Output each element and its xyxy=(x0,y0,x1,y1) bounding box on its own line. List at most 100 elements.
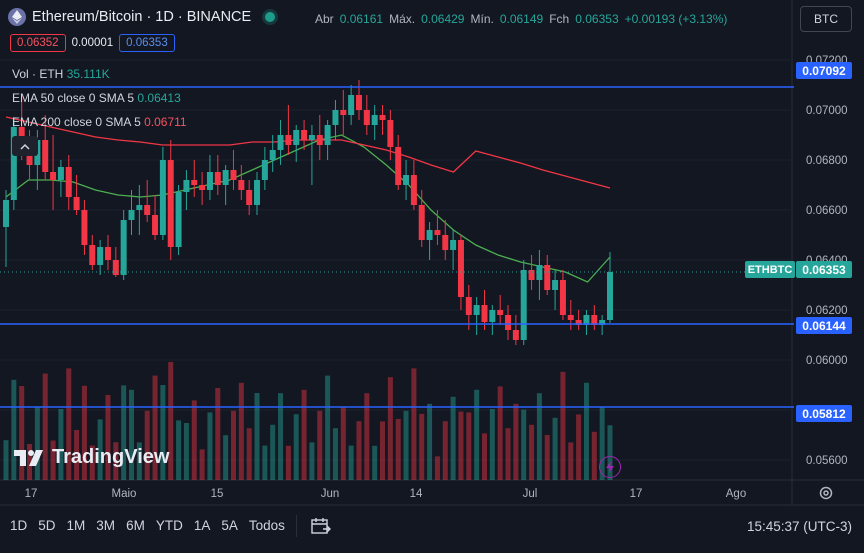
candle-body xyxy=(285,135,292,145)
close-label: Fch xyxy=(549,12,570,26)
lightning-icon[interactable] xyxy=(599,456,621,478)
tradingview-watermark[interactable]: TradingView xyxy=(14,446,169,469)
legend-ema200[interactable]: EMA 200 close 0 SMA 5 0.06711 xyxy=(12,115,187,129)
volume-bar xyxy=(58,409,64,480)
price-line-label-upper[interactable]: 0.07092 xyxy=(796,62,852,79)
volume-bar xyxy=(152,375,158,480)
candle-body xyxy=(301,130,308,140)
candle-body xyxy=(97,247,104,265)
candle-body xyxy=(442,235,449,250)
candle-body xyxy=(167,160,174,247)
candle-body xyxy=(552,280,559,290)
sell-button[interactable]: 0.06352 xyxy=(10,34,66,52)
volume-bar xyxy=(136,442,142,480)
candle-body xyxy=(57,167,64,180)
candle-body xyxy=(238,180,245,190)
high-value: 0.06429 xyxy=(421,12,465,26)
volume-bar xyxy=(364,393,370,480)
timeframe-bar: 1D 5D 1M 3M 6M YTD 1A 5A Todos xyxy=(10,518,285,533)
timeframe-3m[interactable]: 3M xyxy=(96,518,116,533)
volume-bar xyxy=(113,442,119,480)
timeframe-6m[interactable]: 6M xyxy=(126,518,145,533)
volume-bar xyxy=(215,388,221,480)
candle-body xyxy=(144,205,151,215)
candle-body xyxy=(261,160,268,180)
candle-body xyxy=(473,305,480,315)
candle-body xyxy=(567,315,574,320)
candle-body xyxy=(214,172,221,185)
volume-bar xyxy=(332,428,338,480)
volume-bar xyxy=(3,440,9,480)
volume-bar xyxy=(223,435,229,480)
time-tick-label: Jun xyxy=(321,488,340,500)
candle-body xyxy=(175,192,182,247)
volume-bar xyxy=(403,410,409,480)
candle-body xyxy=(410,175,417,205)
candle-body xyxy=(136,205,143,210)
timeframe-ytd[interactable]: YTD xyxy=(155,518,183,533)
volume-bar xyxy=(568,442,574,480)
timeframe-todos[interactable]: Todos xyxy=(248,518,285,533)
gear-icon[interactable] xyxy=(818,485,834,501)
volume-bar xyxy=(176,420,182,480)
timeframe-1m[interactable]: 1M xyxy=(66,518,86,533)
timeframe-5a[interactable]: 5A xyxy=(221,518,238,533)
volume-bar xyxy=(458,411,464,480)
candle-body xyxy=(324,125,331,145)
clock-timezone[interactable]: 15:45:37 (UTC-3) xyxy=(746,519,852,534)
volume-bar xyxy=(74,430,80,480)
candle-body xyxy=(222,170,229,185)
volume-bar xyxy=(317,410,323,480)
candle-body xyxy=(293,130,300,145)
symbol-header: Ethereum/Bitcoin · 1D · BINANCE xyxy=(8,8,276,26)
symbol-title[interactable]: Ethereum/Bitcoin · 1D · BINANCE xyxy=(32,9,252,25)
candle-body xyxy=(395,147,402,185)
timeframe-1a[interactable]: 1A xyxy=(193,518,211,533)
low-value: 0.06149 xyxy=(499,12,544,26)
candle-body xyxy=(269,150,276,160)
volume-bar xyxy=(168,362,174,480)
time-tick-label: 17 xyxy=(25,488,38,500)
candle-body xyxy=(65,167,72,197)
candle-body xyxy=(159,160,166,235)
time-tick-label: Maio xyxy=(112,488,137,500)
collapse-legend-button[interactable] xyxy=(12,136,38,156)
candle-body xyxy=(544,265,551,290)
candle-body xyxy=(230,170,237,180)
legend-vol[interactable]: Vol · ETH 35.111K xyxy=(12,67,110,81)
price-line-label-lower[interactable]: 0.05812 xyxy=(796,405,852,422)
candle-body xyxy=(128,210,135,220)
candle-body xyxy=(316,135,323,145)
volume-bar xyxy=(246,428,252,480)
ema200-label: EMA 200 close 0 SMA 5 xyxy=(12,115,141,129)
currency-button[interactable]: BTC xyxy=(800,6,852,32)
volume-bar xyxy=(34,407,40,480)
volume-bar xyxy=(19,386,25,480)
candle-body xyxy=(481,305,488,322)
candle-body xyxy=(81,210,88,245)
candle-body xyxy=(112,260,119,275)
calendar-range-icon[interactable] xyxy=(311,517,331,535)
volume-bar xyxy=(505,428,511,480)
legend-ema50[interactable]: EMA 50 close 0 SMA 5 0.06413 xyxy=(12,91,181,105)
timeframe-1d[interactable]: 1D xyxy=(10,518,28,533)
volume-bar xyxy=(395,419,401,480)
price-line-label-middle[interactable]: 0.06144 xyxy=(796,317,852,334)
candle-body xyxy=(308,135,315,140)
buy-button[interactable]: 0.06353 xyxy=(119,34,175,52)
volume-bar xyxy=(529,424,535,480)
symbol-price-tag: ETHBTC xyxy=(745,261,795,278)
volume-bar xyxy=(105,395,111,480)
candle-body xyxy=(512,330,519,340)
trade-buttons: 0.06352 0.00001 0.06353 xyxy=(10,34,175,52)
candle-body xyxy=(363,110,370,125)
candle-body xyxy=(536,265,543,280)
time-tick-label: 14 xyxy=(410,488,423,500)
volume-bar xyxy=(121,385,127,480)
price-tick-label: 0.06200 xyxy=(806,305,848,317)
close-value: 0.06353 xyxy=(575,12,619,26)
candle-body xyxy=(206,172,213,190)
timeframe-5d[interactable]: 5D xyxy=(38,518,56,533)
